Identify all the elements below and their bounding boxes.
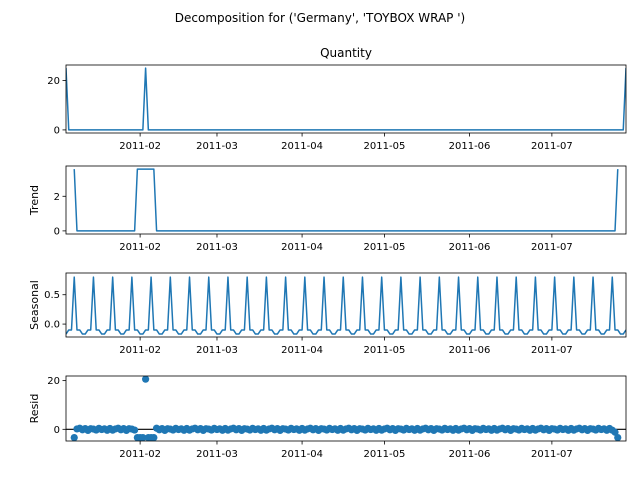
y-axis-label: Seasonal — [28, 280, 41, 330]
y-tick-label: 0.0 — [44, 320, 60, 331]
x-tick-label: 2011-07 — [531, 345, 573, 356]
x-tick-label: 2011-07 — [531, 242, 573, 253]
resid-point — [614, 433, 622, 441]
x-tick-label: 2011-02 — [119, 242, 161, 253]
y-tick-label: 0 — [54, 125, 60, 136]
x-tick-label: 2011-02 — [119, 449, 161, 460]
x-tick-label: 2011-04 — [281, 242, 323, 253]
y-tick-label: 2 — [54, 192, 60, 203]
data-seasonal — [66, 276, 626, 335]
panel-observed: 0 20 2011-02 2011-03 2011-04 2011-05 2011-06 20… — [47, 46, 627, 152]
panel-seasonal: 0.0 0.5 2011-02 2011-03 2011-04 2011-05 2011-0… — [28, 272, 627, 356]
series-line-seasonal — [66, 276, 626, 335]
x-tick-label: 2011-03 — [196, 345, 238, 356]
x-tick-label: 2011-05 — [364, 345, 406, 356]
resid-point — [139, 433, 147, 441]
resid-point — [611, 428, 619, 436]
resid-point — [142, 376, 150, 383]
x-tick-label: 2011-06 — [449, 449, 491, 460]
x-tick-label: 2011-05 — [364, 449, 406, 460]
y-axis-label: Trend — [28, 185, 41, 216]
axes-frame-observed — [65, 64, 627, 134]
x-tick-label: 2011-07 — [531, 141, 573, 152]
x-tick-label: 2011-06 — [449, 345, 491, 356]
x-tick-label: 2011-05 — [364, 242, 406, 253]
axes-frame-trend — [65, 165, 627, 235]
axes-frame-resid — [65, 375, 627, 442]
axes-frame-seasonal — [65, 272, 627, 338]
panel-title: Quantity — [320, 46, 372, 60]
series-line-observed — [66, 67, 626, 131]
panel-resid: 0 20 2011-02 2011-03 2011-04 2011-05 2011-06 20… — [28, 375, 627, 460]
x-tick-label: 2011-06 — [449, 242, 491, 253]
y-tick-label: 20 — [47, 76, 60, 87]
resid-point — [70, 433, 78, 441]
x-tick-label: 2011-04 — [281, 345, 323, 356]
y-tick-label: 0 — [54, 226, 60, 237]
resid-point — [150, 433, 158, 441]
y-axis-label: Resid — [28, 394, 41, 424]
x-tick-label: 2011-04 — [281, 449, 323, 460]
x-tick-label: 2011-03 — [196, 141, 238, 152]
y-tick-label: 0.5 — [44, 290, 60, 301]
x-tick-label: 2011-02 — [119, 345, 161, 356]
figure-title: Decomposition for ('Germany', 'TOYBOX WR… — [175, 11, 465, 25]
x-tick-label: 2011-05 — [364, 141, 406, 152]
y-tick-label: 20 — [47, 376, 60, 387]
x-tick-label: 2011-03 — [196, 449, 238, 460]
series-line-trend — [73, 168, 619, 232]
x-tick-label: 2011-03 — [196, 242, 238, 253]
data-resid — [66, 376, 626, 441]
x-tick-label: 2011-04 — [281, 141, 323, 152]
y-tick-label: 0 — [54, 425, 60, 436]
data-observed — [66, 67, 626, 131]
resid-point — [131, 426, 139, 434]
x-tick-label: 2011-02 — [119, 141, 161, 152]
x-tick-label: 2011-06 — [449, 141, 491, 152]
x-tick-label: 2011-07 — [531, 449, 573, 460]
panel-trend: 0 2 2011-02 2011-03 2011-04 2011-05 2011-06 201… — [28, 165, 627, 253]
data-trend — [73, 168, 619, 232]
